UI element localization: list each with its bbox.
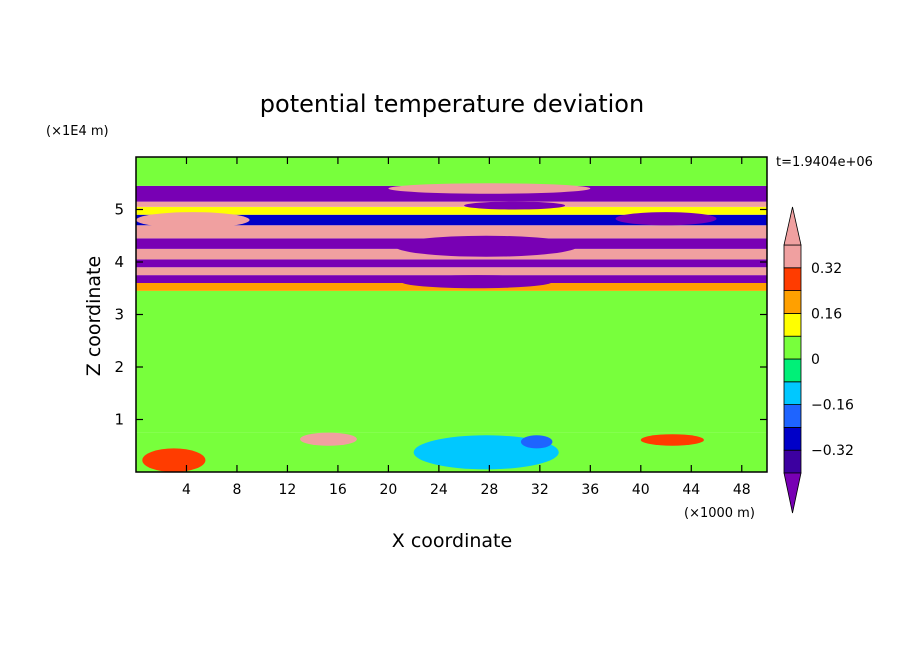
x-tick-label: 40 [632, 482, 650, 498]
contour-feature [388, 183, 591, 194]
colorbar-tick-label: 0.32 [811, 261, 842, 277]
contour-band [136, 214, 767, 226]
contour-feature [300, 432, 357, 446]
x-tick-label: 28 [480, 482, 498, 498]
contour-band [136, 259, 767, 268]
contour-feature [401, 275, 553, 289]
y-axis-unit: (×1E4 m) [46, 124, 109, 139]
contour-band [136, 201, 767, 207]
contour-band [136, 157, 767, 186]
contour-band [136, 206, 767, 215]
colorbar-segment [783, 335, 802, 360]
x-tick-label: 12 [279, 482, 297, 498]
colorbar-tick-label: −0.16 [811, 398, 854, 414]
x-tick-label: 32 [531, 482, 549, 498]
contour-band [136, 267, 767, 276]
contour-feature [615, 212, 717, 226]
x-tick-label: 4 [182, 482, 191, 498]
y-tick-label: 3 [114, 306, 124, 324]
contour-plot [136, 157, 767, 472]
colorbar-under-arrow [783, 472, 802, 514]
contour-feature [520, 435, 553, 449]
colorbar-tick-label: 0 [811, 352, 820, 368]
y-axis-label: Z coordinate [83, 256, 105, 376]
contour-feature [464, 201, 566, 210]
x-axis-label: X coordinate [392, 530, 512, 552]
x-axis-unit: (×1000 m) [684, 506, 755, 521]
colorbar-tick-label: 0.16 [811, 306, 842, 322]
contour-feature [394, 235, 578, 257]
contour-feature [640, 434, 704, 446]
contour-feature [136, 212, 250, 228]
x-tick-label: 24 [430, 482, 448, 498]
colorbar-segment [783, 312, 802, 337]
contour-band [136, 225, 767, 239]
colorbar-segment [783, 358, 802, 383]
contour-band [136, 185, 767, 202]
colorbar-tick-label: −0.32 [811, 443, 854, 459]
x-tick-label: 16 [329, 482, 347, 498]
contour-feature [142, 448, 206, 472]
y-tick-label: 5 [114, 201, 124, 219]
x-tick-label: 36 [581, 482, 599, 498]
colorbar-segment [783, 426, 802, 451]
x-tick-label: 20 [379, 482, 397, 498]
y-tick-label: 4 [114, 253, 124, 271]
colorbar-segment [783, 449, 802, 474]
colorbar-over-arrow [783, 206, 802, 246]
colorbar-segment [783, 267, 802, 291]
x-tick-label: 8 [232, 482, 241, 498]
colorbar-segment [783, 404, 802, 428]
colorbar-segment [783, 381, 802, 405]
time-label: t=1.9404e+06 [776, 155, 873, 170]
y-tick-label: 2 [114, 358, 124, 376]
y-tick-label: 1 [114, 411, 124, 429]
colorbar: 0.32 0.16 0 −0.16 −0.32 [783, 206, 854, 514]
contour-band [136, 290, 767, 433]
chart-title: potential temperature deviation [260, 90, 644, 118]
colorbar-segment [783, 244, 802, 269]
y-axis-ticks: 1 2 3 4 5 [114, 201, 767, 429]
plot-frame [135, 156, 768, 473]
x-axis-ticks: 4 8 12 16 20 24 28 32 36 40 44 48 [182, 157, 751, 498]
colorbar-segment [783, 290, 802, 314]
x-tick-label: 44 [682, 482, 700, 498]
x-tick-label: 48 [733, 482, 751, 498]
